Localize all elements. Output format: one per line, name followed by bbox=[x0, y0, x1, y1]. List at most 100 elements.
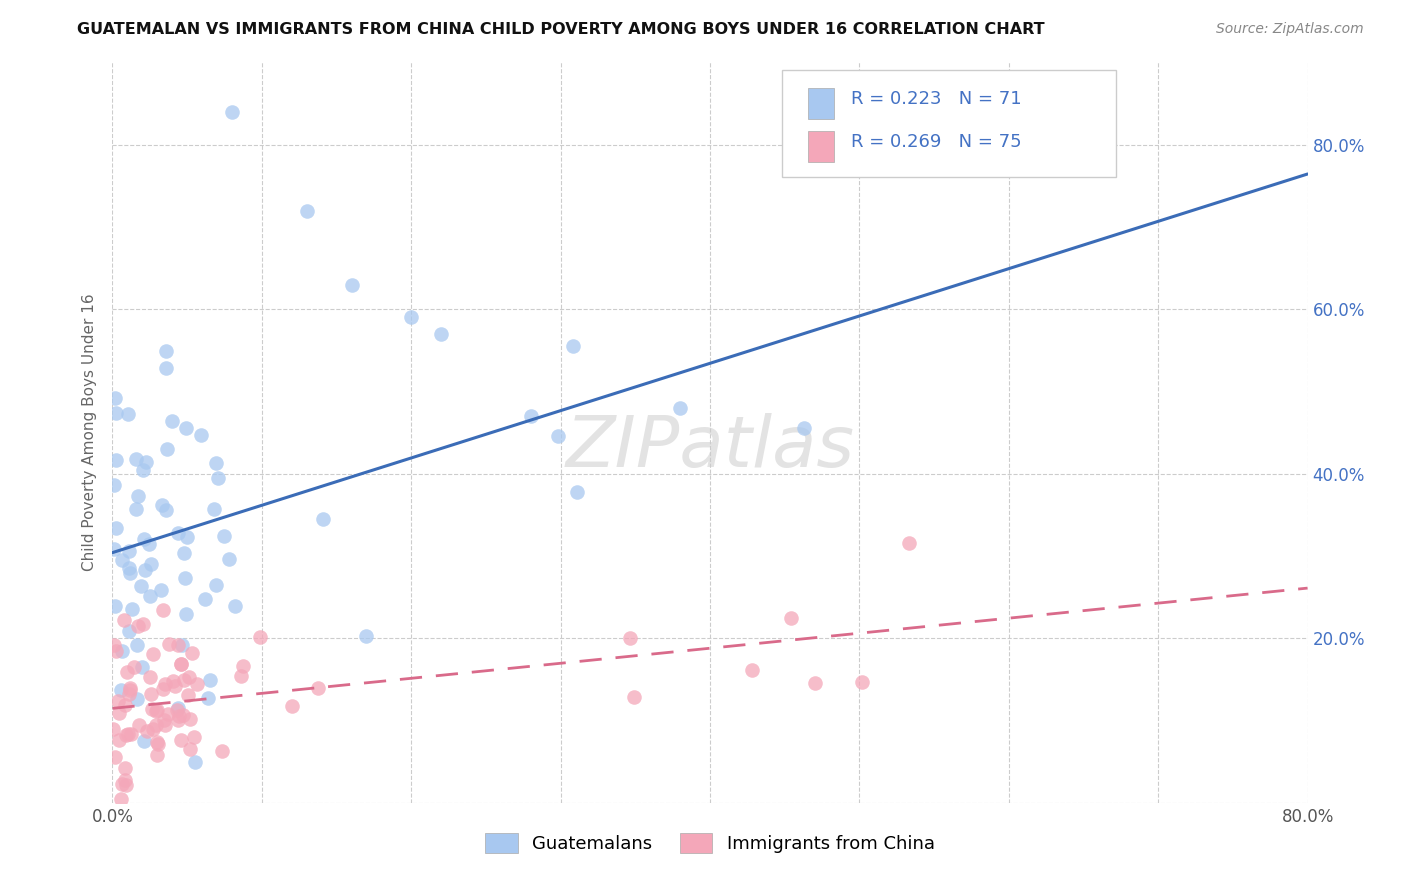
Point bbox=[152, 682, 174, 697]
Point bbox=[117, 407, 139, 421]
Text: R = 0.223   N = 71: R = 0.223 N = 71 bbox=[851, 89, 1022, 108]
Point bbox=[172, 638, 194, 652]
Point bbox=[111, 643, 134, 657]
Point bbox=[307, 681, 329, 695]
Legend: Guatemalans, Immigrants from China: Guatemalans, Immigrants from China bbox=[478, 826, 942, 861]
Point bbox=[190, 427, 212, 442]
Text: GUATEMALAN VS IMMIGRANTS FROM CHINA CHILD POVERTY AMONG BOYS UNDER 16 CORRELATIO: GUATEMALAN VS IMMIGRANTS FROM CHINA CHIL… bbox=[77, 22, 1045, 37]
Point bbox=[125, 692, 148, 706]
Point bbox=[186, 676, 208, 690]
Point bbox=[340, 277, 363, 292]
Point bbox=[167, 714, 190, 728]
Point bbox=[104, 749, 127, 764]
Point bbox=[114, 698, 136, 713]
Text: ZIPatlas: ZIPatlas bbox=[565, 413, 855, 482]
Point bbox=[153, 713, 176, 727]
Point bbox=[156, 442, 179, 456]
Point bbox=[160, 414, 183, 428]
Point bbox=[166, 701, 188, 715]
Point bbox=[623, 690, 645, 705]
Point bbox=[152, 603, 174, 617]
Point bbox=[105, 406, 128, 420]
Point bbox=[118, 688, 141, 702]
Point bbox=[122, 660, 145, 674]
Point bbox=[176, 529, 198, 543]
Point bbox=[146, 703, 169, 717]
Point bbox=[103, 638, 125, 652]
Point bbox=[138, 589, 160, 603]
Point bbox=[231, 669, 253, 683]
Point bbox=[112, 613, 135, 627]
Point bbox=[115, 778, 138, 792]
Point bbox=[114, 761, 136, 775]
Point bbox=[120, 727, 142, 741]
Point bbox=[567, 484, 589, 499]
Point bbox=[135, 455, 157, 469]
Point bbox=[166, 638, 188, 652]
Point bbox=[132, 734, 155, 748]
Point bbox=[179, 670, 201, 684]
Point bbox=[166, 703, 188, 717]
Point bbox=[218, 552, 240, 566]
Point bbox=[224, 599, 246, 614]
Point bbox=[547, 429, 569, 443]
Point bbox=[312, 511, 335, 525]
Point bbox=[142, 648, 165, 662]
Point bbox=[179, 742, 201, 756]
Point bbox=[146, 735, 169, 749]
Point bbox=[780, 611, 803, 625]
Point bbox=[173, 707, 195, 722]
Point bbox=[163, 679, 186, 693]
Point bbox=[153, 717, 176, 731]
Point bbox=[131, 659, 153, 673]
Point bbox=[184, 755, 207, 769]
Point bbox=[114, 728, 136, 742]
Point bbox=[114, 772, 136, 787]
FancyBboxPatch shape bbox=[808, 87, 834, 119]
Point bbox=[139, 669, 162, 683]
Point bbox=[117, 665, 139, 679]
Point bbox=[401, 310, 423, 325]
Point bbox=[105, 452, 128, 467]
Point bbox=[174, 607, 197, 621]
Point bbox=[157, 637, 180, 651]
Point bbox=[125, 502, 148, 516]
Point bbox=[211, 744, 233, 758]
Point bbox=[145, 718, 167, 732]
Point bbox=[110, 791, 132, 805]
FancyBboxPatch shape bbox=[782, 70, 1116, 178]
Point bbox=[202, 501, 225, 516]
Point bbox=[204, 456, 226, 470]
Point bbox=[851, 675, 873, 690]
Point bbox=[145, 704, 167, 718]
Point bbox=[150, 498, 173, 512]
Point bbox=[177, 688, 200, 702]
Point bbox=[111, 553, 134, 567]
Point bbox=[155, 344, 177, 359]
Point bbox=[103, 541, 125, 556]
Point bbox=[129, 579, 152, 593]
Point bbox=[173, 571, 195, 585]
Point bbox=[118, 561, 141, 575]
Point bbox=[117, 727, 139, 741]
Point bbox=[118, 544, 141, 558]
Point bbox=[221, 104, 243, 119]
Point bbox=[194, 592, 217, 607]
Point bbox=[169, 733, 191, 747]
Point bbox=[149, 582, 172, 597]
Point bbox=[232, 658, 254, 673]
Point bbox=[131, 616, 153, 631]
Point bbox=[101, 722, 124, 736]
Point bbox=[103, 599, 125, 613]
Point bbox=[127, 619, 149, 633]
Point bbox=[562, 339, 585, 353]
Point bbox=[139, 558, 162, 572]
Point bbox=[135, 723, 157, 738]
Point bbox=[295, 203, 318, 218]
Point bbox=[173, 673, 195, 687]
Point bbox=[166, 526, 188, 541]
Point bbox=[170, 657, 193, 672]
Point bbox=[205, 577, 228, 591]
Point bbox=[897, 535, 920, 549]
Point bbox=[145, 748, 167, 763]
